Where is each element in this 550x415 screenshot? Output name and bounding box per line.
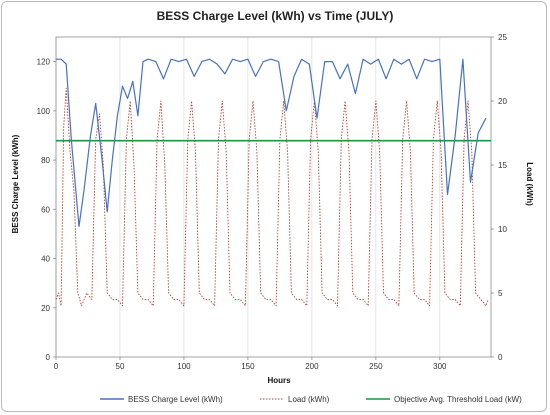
y-axis-left-title: BESS Charge Level (kWh): [11, 134, 20, 233]
y-left-tick-label: 0: [46, 353, 51, 362]
series-line-bess-charge-level-kwh: [56, 58, 487, 228]
y-right-tick-label: 25: [498, 33, 507, 42]
legend: BESS Charge Level (kWh) Load (kWh) Objecti…: [100, 395, 522, 404]
x-tick-label: 200: [305, 362, 319, 371]
y-left-tick-label: 20: [41, 304, 50, 313]
legend-label: BESS Charge Level (kWh): [128, 395, 223, 404]
y-left-tick-label: 60: [41, 205, 50, 214]
legend-label: Load (kWh): [288, 395, 330, 404]
x-tick-label: 50: [116, 362, 125, 371]
y-left-tick-label: 100: [37, 107, 51, 116]
x-tick-label: 0: [54, 362, 59, 371]
chart-title: BESS Charge Level (kWh) vs Time (JULY): [157, 9, 394, 23]
x-tick-label: 250: [369, 362, 383, 371]
plot-border: [55, 36, 492, 358]
legend-label: Objective Avg. Threshold Load (kW): [394, 395, 522, 404]
plot-area: 0 50 100 150 200 250 300 0 20 40 60 80 100 120 0 5 10 15 2…: [37, 33, 508, 371]
y-left-tick-label: 120: [37, 58, 51, 67]
y-right-tick-label: 10: [498, 225, 507, 234]
y-right-tick-label: 20: [498, 97, 507, 106]
y-left-tick-label: 40: [41, 255, 50, 264]
y-right-tick-label: 5: [498, 289, 503, 298]
series-line-load-kwh: [55, 87, 489, 307]
x-axis-title: Hours: [267, 376, 291, 385]
x-tick-label: 150: [241, 362, 255, 371]
y-right-tick-label: 0: [498, 353, 503, 362]
x-tick-label: 300: [433, 362, 447, 371]
y-axis-right-title: Load (kWh): [525, 162, 534, 206]
y-right-tick-label: 15: [498, 161, 507, 170]
y-left-tick-label: 80: [41, 156, 50, 165]
x-tick-label: 100: [177, 362, 191, 371]
